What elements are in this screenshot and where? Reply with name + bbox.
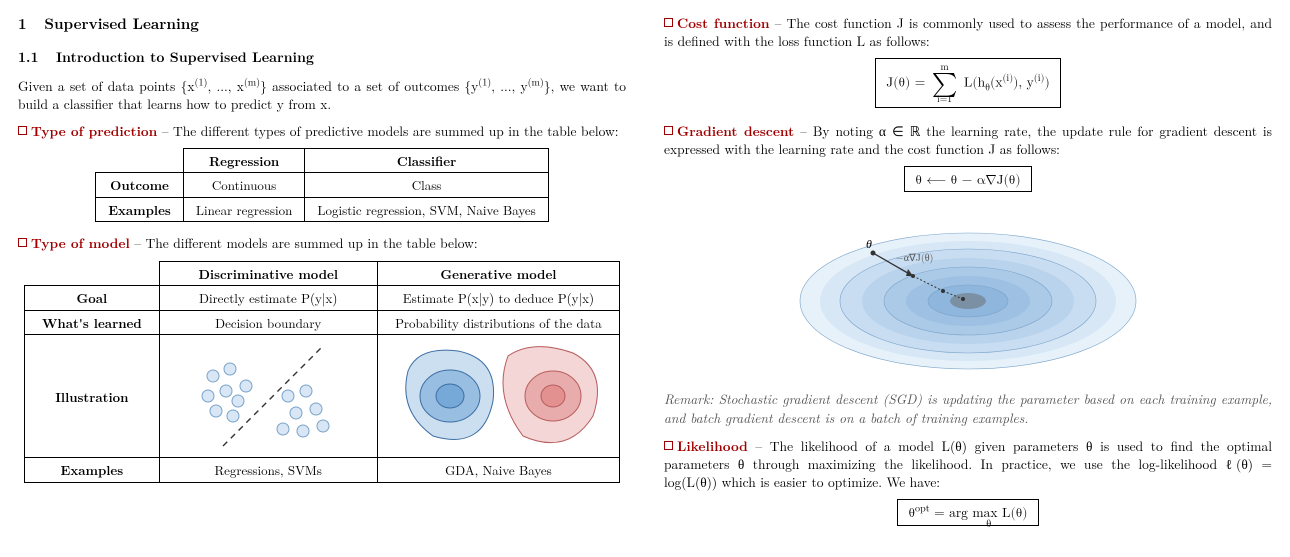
contour-plot-icon: θ −α∇J(θ) (788, 206, 1148, 376)
prediction-type-table: Regression Classifier Outcome Continuous… (95, 148, 549, 223)
section-number: 1 (18, 13, 27, 34)
table-rowheader: Examples (96, 197, 184, 222)
gradient-descent-equation: θ ⟵ θ − α∇J(θ) (664, 166, 1272, 192)
gradient-descent-figure: θ −α∇J(θ) (664, 206, 1272, 376)
bullet-icon (664, 18, 673, 27)
subsection-heading: 1.1 Introduction to Supervised Learning (18, 48, 626, 67)
table-header: Generative model (377, 261, 619, 286)
table-cell: Probability distributions of the data (377, 310, 619, 335)
subsection-title: Introduction to Supervised Learning (56, 47, 314, 67)
bullet-icon (664, 126, 673, 135)
table-cell: Estimate P(x|y) to deduce P(y|x) (377, 286, 619, 311)
bullet-icon (664, 441, 673, 450)
theta-label-text: θ (866, 235, 872, 252)
table-cell: Logistic regression, SVM, Naive Bayes (305, 197, 548, 222)
page-root: 1 Supervised Learning 1.1 Introduction t… (0, 0, 1290, 557)
table-cell: Directly estimate P(y|x) (159, 286, 377, 311)
table-cell: Continuous (183, 173, 305, 198)
likelihood-line: Likelihood – The likelihood of a model L… (664, 437, 1272, 492)
scatter-boundary-icon (168, 341, 368, 451)
model-type-table: Discriminative model Generative model Go… (24, 261, 620, 483)
table-cell: Regressions, SVMs (159, 458, 377, 483)
left-column: 1 Supervised Learning 1.1 Introduction t… (18, 14, 626, 543)
type-prediction-label: Type of prediction (31, 121, 157, 140)
table-rowheader: What's learned (25, 310, 160, 335)
table-rowheader: Outcome (96, 173, 184, 198)
subsection-number: 1.1 (18, 47, 39, 67)
cost-function-line: Cost function – The cost function J is c… (664, 14, 1272, 50)
section-heading: 1 Supervised Learning (18, 14, 626, 34)
sgd-remark: Remark: Stochastic gradient descent (SGD… (664, 390, 1272, 426)
cost-function-equation: J(θ) = m ∑ i=1 L(hθ(x(i)), y(i)) (664, 58, 1272, 107)
gradient-descent-line: Gradient descent – By noting α ∈ ℝ the l… (664, 122, 1272, 158)
type-of-model-line: Type of model – The different models are… (18, 234, 626, 252)
bullet-icon (18, 238, 27, 247)
discriminative-illustration (159, 335, 377, 458)
table-cell: Class (305, 173, 548, 198)
likelihood-label: Likelihood (677, 436, 748, 455)
table-cell: Decision boundary (159, 310, 377, 335)
section-title: Supervised Learning (44, 13, 199, 34)
likelihood-equation: θopt = arg max L(θ) θ (664, 499, 1272, 525)
type-model-label: Type of model (31, 233, 130, 252)
type-of-prediction-line: Type of prediction – The different types… (18, 122, 626, 140)
bullet-icon (18, 126, 27, 135)
distribution-blobs-icon (388, 341, 608, 451)
table-header: Discriminative model (159, 261, 377, 286)
summation-icon: m ∑ i=1 (932, 63, 958, 104)
grad-label-text: −α∇J(θ) (896, 250, 933, 264)
table-header: Classifier (305, 148, 548, 173)
gradient-descent-label: Gradient descent (677, 121, 794, 140)
table-rowheader: Examples (25, 458, 160, 483)
table-rowheader: Goal (25, 286, 160, 311)
table-rowheader: Illustration (25, 335, 160, 458)
intro-paragraph: Given a set of data points {x(1), ..., x… (18, 77, 626, 113)
right-column: Cost function – The cost function J is c… (664, 14, 1272, 543)
table-cell: Linear regression (183, 197, 305, 222)
table-cell: GDA, Naive Bayes (377, 458, 619, 483)
table-header: Regression (183, 148, 305, 173)
generative-illustration (377, 335, 619, 458)
cost-function-label: Cost function (677, 13, 770, 32)
